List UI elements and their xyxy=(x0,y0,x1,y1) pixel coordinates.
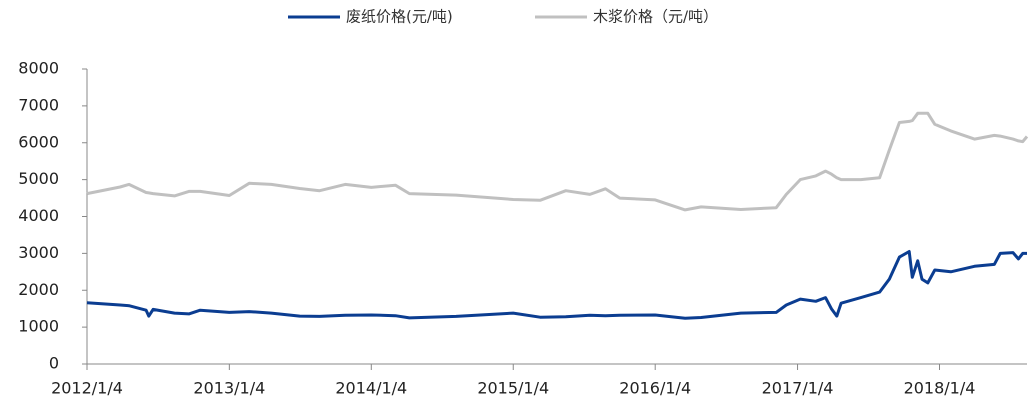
legend-text: 废纸价格(元/吨) xyxy=(346,8,453,26)
y-tick-label: 8000 xyxy=(18,59,59,78)
y-tick-label: 4000 xyxy=(18,206,59,225)
y-tick-label: 5000 xyxy=(18,169,59,188)
y-tick-label: 1000 xyxy=(18,317,59,336)
x-tick-label: 2015/1/4 xyxy=(477,379,549,398)
series-line xyxy=(86,111,1029,212)
x-tick-label: 2016/1/4 xyxy=(619,379,691,398)
y-tick-label: 3000 xyxy=(18,243,59,262)
y-tick-label: 2000 xyxy=(18,280,59,299)
x-tick-label: 2012/1/4 xyxy=(51,379,123,398)
series-line xyxy=(86,250,1027,320)
x-tick-label: 2017/1/4 xyxy=(762,379,834,398)
x-tick-label: 2014/1/4 xyxy=(335,379,407,398)
y-tick-label: 6000 xyxy=(18,132,59,151)
legend-text: 木浆价格（元/吨） xyxy=(593,8,718,26)
y-tick-label: 7000 xyxy=(18,95,59,114)
x-tick-label: 2018/1/4 xyxy=(904,379,976,398)
y-tick-label: 0 xyxy=(49,354,59,373)
x-tick-label: 2013/1/4 xyxy=(193,379,265,398)
